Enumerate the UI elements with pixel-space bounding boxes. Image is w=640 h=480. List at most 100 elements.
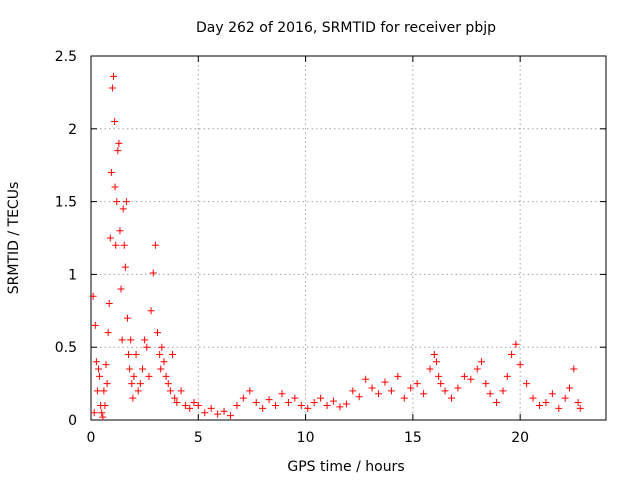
data-point <box>503 372 511 380</box>
data-point <box>310 399 318 407</box>
data-point <box>342 400 350 408</box>
data-point <box>400 394 408 402</box>
data-point <box>426 365 434 373</box>
data-point <box>278 390 286 398</box>
data-point <box>171 394 179 402</box>
data-point <box>284 399 292 407</box>
data-point <box>190 399 198 407</box>
data-point <box>542 399 550 407</box>
data-point <box>151 241 159 249</box>
data-point <box>141 336 149 344</box>
data-point <box>95 365 103 373</box>
data-point <box>467 375 475 383</box>
grid <box>91 56 606 420</box>
data-point <box>149 269 157 277</box>
data-point <box>394 372 402 380</box>
data-point <box>499 387 507 395</box>
data-point <box>561 394 569 402</box>
data-point <box>181 401 189 409</box>
data-point <box>478 358 486 366</box>
data-point <box>246 387 254 395</box>
data-point <box>239 394 247 402</box>
data-point <box>128 380 136 388</box>
data-point <box>291 394 299 402</box>
y-tick-label: 2.5 <box>55 49 77 65</box>
data-point <box>157 365 165 373</box>
data-point <box>317 394 325 402</box>
data-point <box>113 198 121 206</box>
x-tick-label: 5 <box>194 430 203 446</box>
data-point <box>119 205 127 213</box>
data-point <box>420 390 428 398</box>
data-point <box>368 384 376 392</box>
data-point <box>454 384 462 392</box>
data-point <box>407 384 415 392</box>
data-point <box>111 118 119 126</box>
data-point <box>482 380 490 388</box>
data-point <box>512 340 520 348</box>
chart-title: Day 262 of 2016, SRMTID for receiver pbj… <box>196 20 496 36</box>
data-point <box>375 390 383 398</box>
data-point <box>147 307 155 315</box>
data-point <box>252 399 260 407</box>
data-point <box>441 387 449 395</box>
data-point <box>136 380 144 388</box>
data-point <box>114 147 122 155</box>
data-point <box>89 292 97 300</box>
plot-area-frame <box>90 55 607 421</box>
x-axis-label: GPS time / hours <box>287 459 404 475</box>
data-point <box>130 372 138 380</box>
data-point <box>107 168 115 176</box>
data-point <box>576 404 584 412</box>
data-point <box>102 361 110 369</box>
data-point <box>122 198 130 206</box>
data-point <box>110 72 118 80</box>
data-point <box>336 403 344 411</box>
data-point <box>259 404 267 412</box>
data-point <box>437 380 445 388</box>
data-point <box>116 227 124 235</box>
data-point <box>99 413 107 421</box>
data-point <box>106 234 114 242</box>
data-point <box>529 394 537 402</box>
data-point <box>265 396 273 404</box>
data-point <box>166 387 174 395</box>
data-point <box>104 329 112 337</box>
y-tick-label: 0.5 <box>55 340 77 356</box>
y-tick-label: 1 <box>68 267 77 283</box>
data-point <box>145 372 153 380</box>
data-point <box>96 372 104 380</box>
data-point <box>115 139 123 147</box>
data-point <box>169 350 177 358</box>
data-point <box>101 401 109 409</box>
data-point <box>214 410 222 418</box>
data-point <box>186 404 194 412</box>
data-point <box>93 387 101 395</box>
data-point <box>90 409 98 417</box>
data-point <box>570 365 578 373</box>
data-point <box>381 378 389 386</box>
data-point <box>134 387 142 395</box>
data-point <box>98 409 106 417</box>
data-point <box>201 409 209 417</box>
data-point <box>430 350 438 358</box>
data-point <box>156 350 164 358</box>
data-point <box>112 241 120 249</box>
data-point <box>143 343 151 351</box>
data-point <box>105 300 113 308</box>
data-point <box>566 384 574 392</box>
ticks: 0 5 10 15 20 0 0.5 1 1.5 2 2.5 <box>55 49 606 446</box>
data-point <box>120 241 128 249</box>
data-point <box>121 263 129 271</box>
y-tick-label: 2 <box>68 122 77 138</box>
data-point <box>117 285 125 293</box>
data-point <box>125 350 133 358</box>
data-point <box>126 365 134 373</box>
data-point <box>127 336 135 344</box>
data-point <box>118 336 126 344</box>
data-point <box>413 380 421 388</box>
data-point <box>486 390 494 398</box>
data-point <box>123 314 131 322</box>
data-point <box>555 404 563 412</box>
